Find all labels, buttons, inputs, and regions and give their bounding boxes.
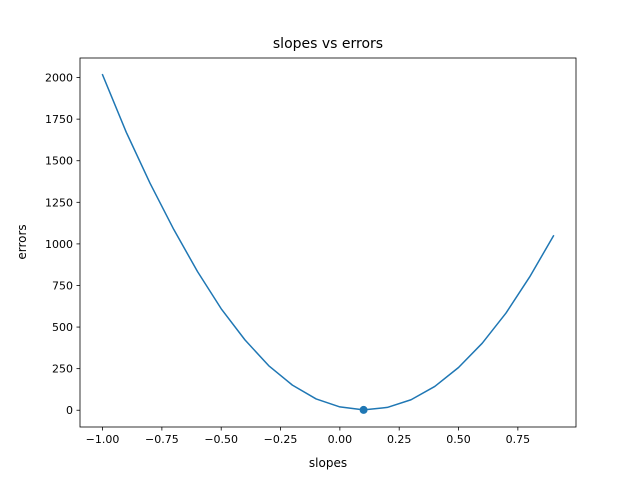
y-tick-label: 1250 bbox=[45, 196, 73, 209]
y-tick-label: 500 bbox=[52, 321, 73, 334]
plot-area bbox=[80, 58, 576, 427]
error-curve-line bbox=[101, 73, 555, 411]
minimum-point-marker bbox=[359, 405, 368, 414]
x-tick-label: −0.75 bbox=[145, 433, 179, 446]
x-axis-label: slopes bbox=[309, 456, 347, 470]
y-tick-label: 1000 bbox=[45, 238, 73, 251]
x-tick-label: −0.50 bbox=[204, 433, 238, 446]
y-tick-label: 0 bbox=[66, 404, 73, 417]
y-tick-label: 250 bbox=[52, 363, 73, 376]
plot-frame bbox=[79, 57, 577, 428]
y-axis-label: errors bbox=[15, 224, 29, 259]
x-tick-label: 0.25 bbox=[387, 433, 412, 446]
x-tick-label: 0.50 bbox=[446, 433, 471, 446]
series-layer bbox=[101, 73, 555, 414]
y-tick-label: 1750 bbox=[45, 113, 73, 126]
chart-title: slopes vs errors bbox=[273, 36, 383, 52]
x-tick-label: 0.00 bbox=[328, 433, 353, 446]
x-tick-label: −0.25 bbox=[264, 433, 298, 446]
y-tick-label: 750 bbox=[52, 279, 73, 292]
x-tick-label: −1.00 bbox=[86, 433, 120, 446]
axis-ticks: −1.00 −0.75 −0.50 −0.25 0.00 0.25 0.50 0.75 0 250… bbox=[45, 72, 530, 446]
y-tick-label: 2000 bbox=[45, 72, 73, 85]
y-tick-label: 1500 bbox=[45, 155, 73, 168]
x-tick-label: 0.75 bbox=[506, 433, 531, 446]
